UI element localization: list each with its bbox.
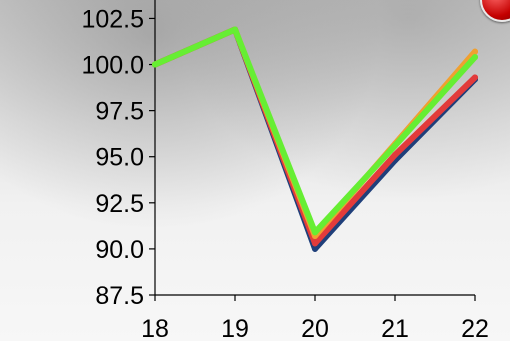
data-point xyxy=(392,142,398,149)
data-point xyxy=(232,26,238,33)
series-line-1 xyxy=(152,26,478,252)
data-point xyxy=(152,61,158,68)
x-tick-label: 20 xyxy=(301,315,329,341)
x-tick-label: 21 xyxy=(381,315,409,341)
y-tick-label: 90.0 xyxy=(95,236,144,264)
data-point xyxy=(312,245,318,252)
x-tick-label: 18 xyxy=(141,315,169,341)
x-tick-label: 22 xyxy=(461,315,489,341)
data-point xyxy=(472,48,478,55)
series-line-3 xyxy=(152,26,478,239)
y-tick-label: 92.5 xyxy=(95,190,144,218)
y-tick-label: 102.5 xyxy=(81,5,144,33)
y-tick-label: 97.5 xyxy=(95,98,144,126)
data-point xyxy=(472,54,478,61)
data-point xyxy=(312,240,318,247)
series-line-2 xyxy=(152,26,478,247)
data-point xyxy=(312,229,318,236)
data-point xyxy=(392,151,398,158)
y-tick-label: 100.0 xyxy=(81,52,144,80)
y-tick-label: 95.0 xyxy=(95,144,144,172)
x-axis-ticks: 18 19 20 21 22 xyxy=(141,295,489,341)
data-point xyxy=(472,74,478,81)
x-tick-label: 19 xyxy=(221,315,249,341)
y-axis-ticks: 102.5 100.0 97.5 95.0 92.5 90.0 87.5 xyxy=(81,5,155,310)
series-lines xyxy=(152,26,478,252)
y-tick-label: 87.5 xyxy=(95,282,144,310)
